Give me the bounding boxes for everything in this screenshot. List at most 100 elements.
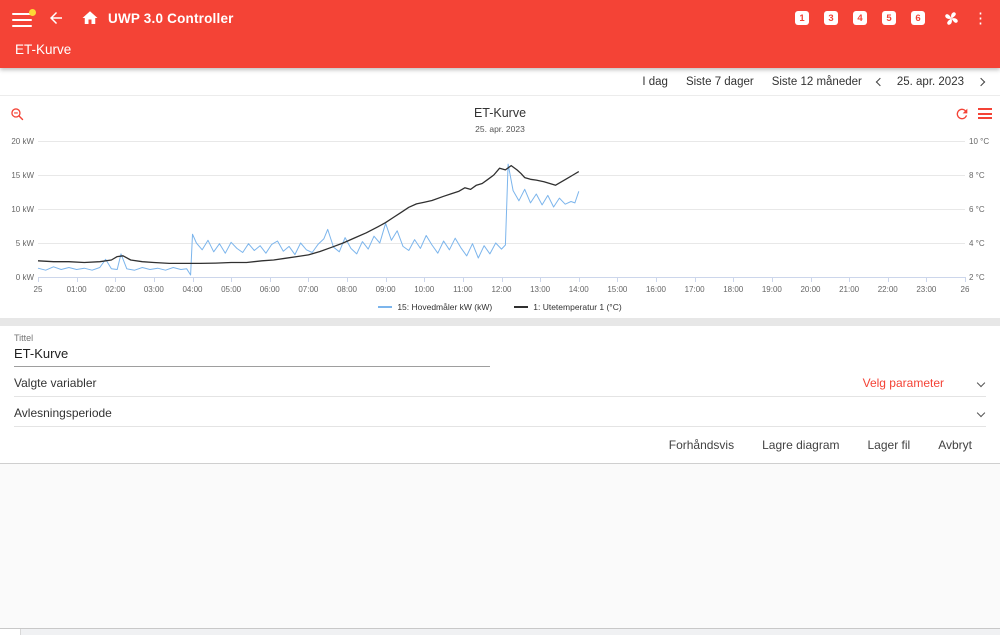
range-today-button[interactable]: I dag xyxy=(642,75,668,88)
y-axis-left-label: 5 kW xyxy=(15,239,34,248)
x-axis-label: 14:00 xyxy=(568,285,589,294)
title-field-input[interactable]: ET-Kurve xyxy=(14,343,491,367)
x-axis-label: 13:00 xyxy=(530,285,551,294)
y-axis-left-label: 15 kW xyxy=(11,171,34,180)
save-chart-button[interactable]: Lagre diagram xyxy=(750,432,851,458)
x-axis-label: 07:00 xyxy=(298,285,319,294)
scroll-corner xyxy=(0,629,21,635)
x-axis-tick xyxy=(76,277,78,282)
prev-date-icon[interactable] xyxy=(871,77,889,86)
gridline xyxy=(38,141,965,142)
x-axis-tick xyxy=(308,277,310,282)
form-button-row: Forhåndsvis Lagre diagram Lager fil Avbr… xyxy=(14,427,986,463)
nav-badge-6[interactable]: 6 xyxy=(911,11,925,25)
range-7days-button[interactable]: Siste 7 dager xyxy=(685,75,754,88)
date-toolbar: I dag Siste 7 dager Siste 12 måneder 25.… xyxy=(0,68,1000,96)
chevron-down-icon[interactable] xyxy=(976,378,986,388)
gridline xyxy=(38,209,965,210)
current-date[interactable]: 25. apr. 2023 xyxy=(896,75,964,88)
chart-menu-icon[interactable] xyxy=(978,108,992,119)
range-12months-button[interactable]: Siste 12 måneder xyxy=(771,75,862,88)
x-axis-tick xyxy=(887,277,889,282)
x-axis-tick xyxy=(38,277,39,282)
x-axis-label: 03:00 xyxy=(143,285,164,294)
x-axis-tick xyxy=(733,277,735,282)
x-axis-tick xyxy=(965,277,966,282)
y-axis-right-label: 4 °C xyxy=(969,239,985,248)
app-header-top-row: UWP 3.0 Controller 1 3 4 5 6 ⋮ xyxy=(0,0,1000,36)
x-axis-tick xyxy=(115,277,117,282)
legend-marker-icon xyxy=(514,306,529,308)
back-icon[interactable] xyxy=(44,6,68,30)
y-axis-left-label: 10 kW xyxy=(11,205,34,214)
x-axis-tick xyxy=(231,277,233,282)
nav-badge-1[interactable]: 1 xyxy=(795,11,809,25)
x-axis-label: 01:00 xyxy=(66,285,87,294)
y-axis-right-label: 10 °C xyxy=(969,137,990,146)
page-title: ET-Kurve xyxy=(15,42,72,57)
x-axis-tick xyxy=(540,277,542,282)
y-axis-left-label: 0 kW xyxy=(15,273,34,282)
y-axis-right-label: 8 °C xyxy=(969,171,985,180)
x-axis-label: 05:00 xyxy=(221,285,242,294)
period-label: Avlesningsperiode xyxy=(14,405,112,420)
fan-icon[interactable] xyxy=(939,6,963,30)
x-axis-label: 08:00 xyxy=(336,285,358,294)
chevron-down-icon[interactable] xyxy=(976,408,986,418)
y-axis-right-label: 2 °C xyxy=(969,273,985,282)
x-axis-tick xyxy=(578,277,580,282)
x-axis-label: 09:00 xyxy=(375,285,396,294)
create-file-button[interactable]: Lager fil xyxy=(856,432,923,458)
chart-series-svg xyxy=(37,163,580,276)
cancel-button[interactable]: Avbryt xyxy=(926,432,984,458)
empty-workspace xyxy=(0,464,1000,628)
x-axis-tick xyxy=(424,277,426,282)
legend-marker-icon xyxy=(378,306,393,308)
menu-icon[interactable] xyxy=(12,9,36,27)
variables-row: Valgte variabler Velg parameter xyxy=(14,369,986,397)
y-axis-right-label: 6 °C xyxy=(969,205,985,214)
x-axis-label: 15:00 xyxy=(607,285,628,294)
x-axis-label: 25 xyxy=(33,285,43,294)
x-axis-tick xyxy=(501,277,503,282)
notification-dot xyxy=(29,9,36,16)
nav-badge-4[interactable]: 4 xyxy=(853,11,867,25)
app-header: UWP 3.0 Controller 1 3 4 5 6 ⋮ ET-Kurve xyxy=(0,0,1000,68)
section-divider xyxy=(0,318,1000,326)
legend-item[interactable]: 1: Utetemperatur 1 (°C) xyxy=(514,302,622,312)
x-axis-label: 12:00 xyxy=(491,285,512,294)
zoom-out-icon[interactable] xyxy=(9,106,26,128)
legend-label: 1: Utetemperatur 1 (°C) xyxy=(533,302,622,312)
period-row: Avlesningsperiode xyxy=(14,399,986,427)
x-axis-tick xyxy=(849,277,851,282)
next-date-icon[interactable] xyxy=(972,77,990,86)
gridline xyxy=(38,243,965,244)
x-axis-tick xyxy=(385,277,387,282)
home-icon[interactable] xyxy=(78,6,102,30)
refresh-icon[interactable] xyxy=(954,106,970,127)
select-parameter-button[interactable]: Velg parameter xyxy=(862,375,944,390)
x-axis-label: 20:00 xyxy=(800,285,821,294)
nav-badge-3[interactable]: 3 xyxy=(824,11,838,25)
more-icon[interactable]: ⋮ xyxy=(973,10,988,27)
horizontal-scrollbar[interactable] xyxy=(0,628,1000,635)
chart-title: ET-Kurve xyxy=(473,106,527,120)
plot-area[interactable]: 0 kW 2 °C 5 kW 4 °C 10 kW 6 °C 15 kW 8 °C 20 kW 1… xyxy=(0,136,1000,298)
series-power-line xyxy=(37,163,580,276)
legend-label: 15: Hovedmåler kW (kW) xyxy=(397,302,493,312)
x-axis-label: 16:00 xyxy=(645,285,667,294)
chart-settings-form: Tittel ET-Kurve Valgte variabler Velg pa… xyxy=(0,326,1000,464)
x-axis-label: 26 xyxy=(960,285,970,294)
x-axis-tick xyxy=(192,277,194,282)
x-axis-tick xyxy=(694,277,696,282)
x-axis-tick xyxy=(810,277,812,282)
chart-card: ET-Kurve 25. apr. 2023 0 kW 2 °C 5 kW 4 °C 1… xyxy=(0,96,1000,318)
app-title: UWP 3.0 Controller xyxy=(108,10,234,26)
legend-item[interactable]: 15: Hovedmåler kW (kW) xyxy=(378,302,492,312)
nav-badge-5[interactable]: 5 xyxy=(882,11,896,25)
preview-button[interactable]: Forhåndsvis xyxy=(657,432,746,458)
x-axis-tick xyxy=(926,277,928,282)
y-axis-left-label: 20 kW xyxy=(11,137,34,146)
chart-header: ET-Kurve 25. apr. 2023 xyxy=(0,102,1000,136)
x-axis-tick xyxy=(153,277,155,282)
